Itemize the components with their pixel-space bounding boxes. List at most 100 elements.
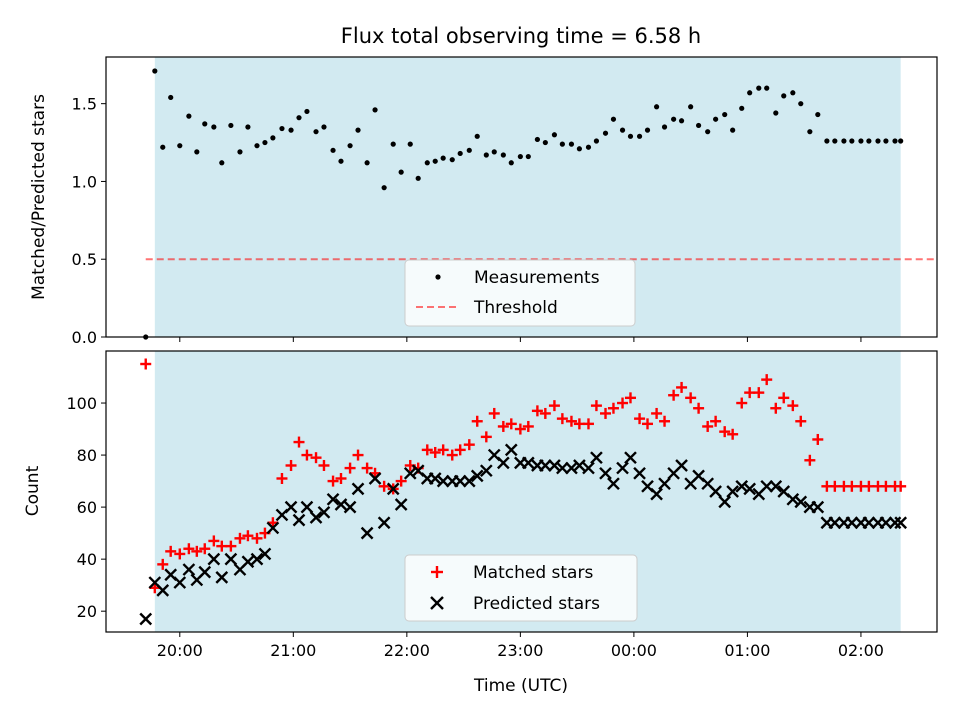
predicted-star-point xyxy=(377,516,391,530)
matched-star-point xyxy=(600,407,612,419)
measurement-point xyxy=(296,115,302,121)
measurement-point xyxy=(585,144,592,150)
predicted-star-point xyxy=(862,516,876,530)
predicted-star-point xyxy=(292,513,306,527)
predicted-star-point xyxy=(351,482,365,496)
y-tick-label: 80 xyxy=(77,446,97,465)
matched-star-point xyxy=(607,402,619,414)
measurement-point xyxy=(764,85,770,91)
measurement-point xyxy=(483,152,489,158)
predicted-star-point xyxy=(284,500,298,514)
predicted-star-point xyxy=(828,516,842,530)
measurement-point xyxy=(168,94,174,101)
measurement-point xyxy=(279,125,285,132)
predicted-star-point xyxy=(334,498,348,511)
bottom-points-layer xyxy=(139,358,908,626)
measurement-point xyxy=(849,138,855,144)
bottom-x-axis-label: Time (UTC) xyxy=(473,676,568,696)
matched-star-point xyxy=(895,480,907,492)
predicted-star-point xyxy=(300,500,314,514)
measurement-point xyxy=(355,127,361,133)
predicted-star-point xyxy=(198,565,212,579)
predicted-star-point xyxy=(658,477,671,491)
matched-star-point xyxy=(488,407,500,419)
matched-star-point xyxy=(251,532,263,544)
measurement-point xyxy=(202,121,208,127)
measurement-point xyxy=(568,141,575,147)
matched-star-point xyxy=(710,415,722,427)
x-tick-label: 00:00 xyxy=(611,641,657,660)
measurement-point xyxy=(228,122,234,129)
matched-star-point xyxy=(293,436,305,448)
matched-star-point xyxy=(395,475,407,487)
matched-star-point xyxy=(157,558,169,570)
measurement-point xyxy=(739,105,745,111)
matched-star-point xyxy=(676,381,688,393)
top-points-layer xyxy=(143,68,904,340)
predicted-star-point xyxy=(309,511,323,524)
bottom-axes-frame xyxy=(105,350,938,633)
measurement-point xyxy=(661,124,668,130)
measurement-point xyxy=(237,149,243,155)
x-tick-label: 01:00 xyxy=(724,641,770,660)
matched-star-point xyxy=(565,415,577,427)
predicted-star-point xyxy=(250,552,264,566)
bottom-panel: 20 40 60 80 100 20:00 21:00 22:00 23:00 00:00 01:… xyxy=(23,350,938,696)
measurement-point xyxy=(517,153,523,160)
measurement-point xyxy=(695,122,702,129)
y-tick-label: 100 xyxy=(66,394,97,413)
matched-star-point xyxy=(497,420,509,432)
matched-star-point xyxy=(191,545,203,557)
measurement-point xyxy=(474,133,480,139)
measurement-point xyxy=(627,133,634,139)
measurement-point xyxy=(790,90,796,96)
matched-star-point xyxy=(590,400,602,412)
predicted-star-point xyxy=(573,459,586,472)
predicted-star-point xyxy=(326,492,340,506)
measurement-point xyxy=(875,138,881,144)
measurement-point xyxy=(347,143,353,149)
x-tick-label: 21:00 xyxy=(270,641,316,660)
measurement-point xyxy=(636,133,643,139)
predicted-star-point xyxy=(266,521,280,535)
predicted-star-point xyxy=(599,466,612,480)
matched-star-point xyxy=(480,431,492,443)
measurement-point xyxy=(219,160,225,166)
predicted-star-point xyxy=(479,464,493,478)
predicted-star-point xyxy=(521,456,535,470)
predicted-star-point xyxy=(368,472,382,485)
matched-star-point xyxy=(378,480,390,492)
measurement-point xyxy=(449,157,455,163)
predicted-legend-marker xyxy=(430,596,444,610)
measurement-point xyxy=(407,141,413,147)
matched-legend-marker xyxy=(431,566,443,578)
matched-star-point xyxy=(761,374,773,386)
measurements-legend-marker xyxy=(435,274,441,280)
matched-star-point xyxy=(285,459,297,471)
measurement-point xyxy=(372,107,378,113)
measurement-point xyxy=(678,118,685,124)
top-x-ticks xyxy=(179,337,862,342)
matched-star-point xyxy=(617,397,629,409)
predicted-star-point xyxy=(565,461,578,475)
bottom-y-ticks: 20 40 60 80 100 xyxy=(66,394,106,621)
predicted-star-point xyxy=(317,505,331,519)
matched-star-point xyxy=(276,472,288,484)
measurement-point xyxy=(330,147,336,153)
measurement-point xyxy=(364,160,370,166)
predicted-star-point xyxy=(624,451,637,465)
measurement-point xyxy=(534,136,540,143)
measurement-point xyxy=(466,147,472,153)
measurement-point xyxy=(559,141,565,147)
predicted-star-point xyxy=(470,469,484,483)
matched-star-point xyxy=(242,530,254,542)
predicted-star-point xyxy=(496,456,510,470)
bottom-legend: Matched stars Predicted stars xyxy=(404,554,638,622)
measurement-point xyxy=(415,175,421,181)
measurement-point xyxy=(722,111,728,118)
measurement-point xyxy=(398,169,404,175)
measurement-point xyxy=(262,139,268,146)
measurement-point xyxy=(321,124,327,130)
matched-star-point xyxy=(437,444,449,456)
